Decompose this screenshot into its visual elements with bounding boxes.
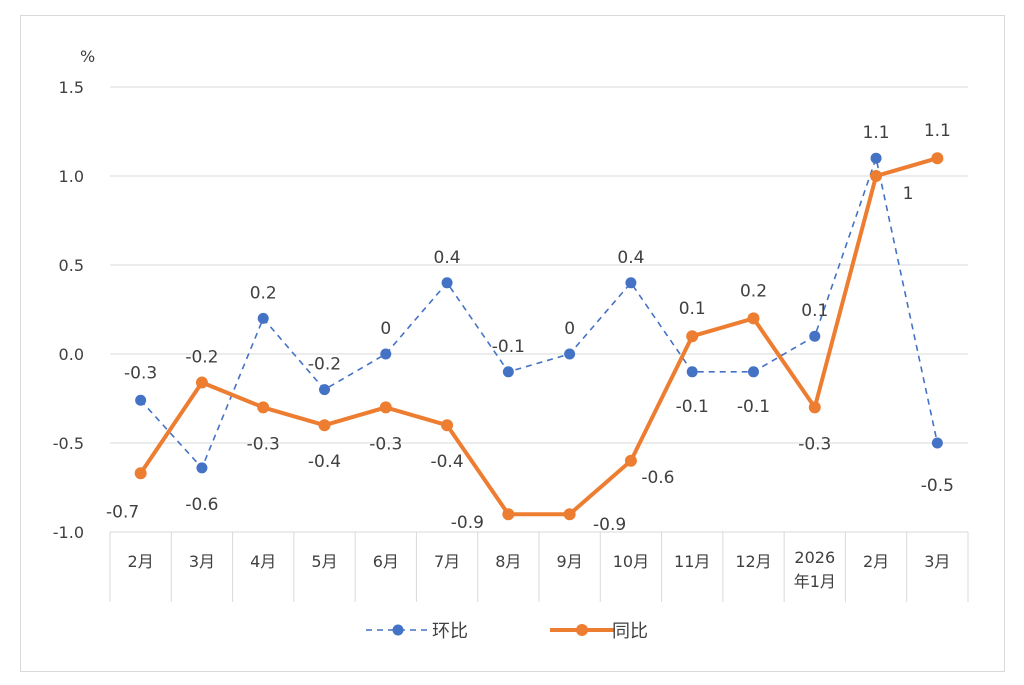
x-tick-label: 3月 (189, 552, 215, 571)
data-point (563, 508, 576, 521)
data-label: -0.6 (641, 468, 674, 488)
x-tick-label: 11月 (674, 552, 710, 571)
data-point (808, 401, 821, 414)
data-label: -0.3 (247, 434, 280, 454)
data-label: 1.1 (924, 121, 951, 141)
data-label: 0.4 (617, 248, 644, 268)
data-label: -0.7 (106, 502, 139, 522)
data-point (319, 384, 330, 396)
data-label: 0.2 (250, 283, 277, 303)
data-label: 0 (380, 319, 391, 339)
data-point (135, 394, 147, 406)
x-tick-label: 2月 (863, 552, 889, 571)
y-tick-label: 0.0 (59, 345, 84, 364)
data-label: -0.3 (369, 434, 402, 454)
data-point (564, 348, 576, 360)
data-label: -0.2 (185, 347, 218, 367)
series-line-同比 (138, 156, 938, 517)
data-point (686, 366, 698, 378)
data-point (502, 366, 514, 378)
x-tick-label: 2月 (128, 552, 154, 571)
y-tick-label: 1.5 (59, 78, 84, 97)
legend-label: 环比 (432, 621, 468, 642)
data-point (195, 376, 208, 389)
y-axis-unit: % (80, 47, 95, 66)
legend-marker-icon (392, 624, 404, 636)
data-label: -0.4 (308, 452, 341, 472)
data-label: 0.4 (434, 248, 461, 268)
data-point (931, 152, 944, 165)
data-point (686, 330, 699, 343)
data-label: -0.2 (308, 355, 341, 375)
data-label: -0.5 (921, 476, 954, 496)
chart-frame (20, 15, 1005, 672)
data-label: 0.1 (801, 301, 828, 321)
data-point (870, 170, 883, 182)
x-tick-label: 3月 (924, 552, 950, 571)
data-point (624, 454, 637, 467)
data-label: -0.9 (451, 513, 484, 533)
data-point (502, 508, 515, 521)
x-tick-label: 6月 (373, 552, 399, 571)
legend-label: 同比 (612, 621, 648, 642)
data-point (747, 312, 760, 325)
data-point (257, 401, 270, 414)
y-tick-label: -0.5 (53, 434, 84, 453)
data-point (809, 330, 821, 342)
data-label: -0.4 (430, 452, 463, 472)
x-tick-label: 年1月 (794, 572, 836, 591)
x-tick-label: 9月 (557, 552, 583, 571)
data-label: 0.1 (679, 299, 706, 319)
data-point (134, 467, 147, 480)
data-label: 1 (903, 184, 914, 204)
data-point (748, 366, 759, 378)
data-point (257, 312, 269, 324)
data-point (870, 152, 882, 164)
data-point (379, 401, 392, 414)
data-label: -0.1 (737, 397, 770, 417)
data-point (380, 348, 392, 360)
data-label: -0.1 (492, 337, 525, 357)
x-tick-label: 2026 (794, 548, 835, 567)
data-point (625, 277, 637, 289)
data-point (931, 437, 943, 449)
data-label: 0.2 (740, 281, 767, 301)
data-label: -0.3 (124, 363, 157, 383)
data-point (441, 277, 453, 289)
data-label: 1.1 (863, 123, 890, 143)
data-label: -0.1 (676, 397, 709, 417)
data-label: -0.6 (185, 495, 218, 515)
data-label: -0.3 (798, 434, 831, 454)
y-tick-label: -1.0 (53, 523, 84, 542)
x-tick-label: 5月 (311, 552, 337, 571)
y-tick-label: 0.5 (59, 256, 84, 275)
x-tick-label: 4月 (250, 552, 276, 571)
y-tick-label: 1.0 (59, 167, 84, 186)
series-line-环比 (140, 157, 939, 469)
data-label: -0.9 (593, 515, 626, 535)
legend-marker-icon (576, 624, 588, 636)
data-point (196, 462, 208, 474)
x-tick-label: 8月 (495, 552, 521, 571)
x-tick-label: 12月 (735, 552, 771, 571)
x-tick-label: 10月 (613, 552, 649, 571)
data-point (441, 419, 454, 432)
data-point (318, 419, 331, 432)
x-tick-label: 7月 (434, 552, 460, 571)
data-label: 0 (564, 319, 575, 339)
